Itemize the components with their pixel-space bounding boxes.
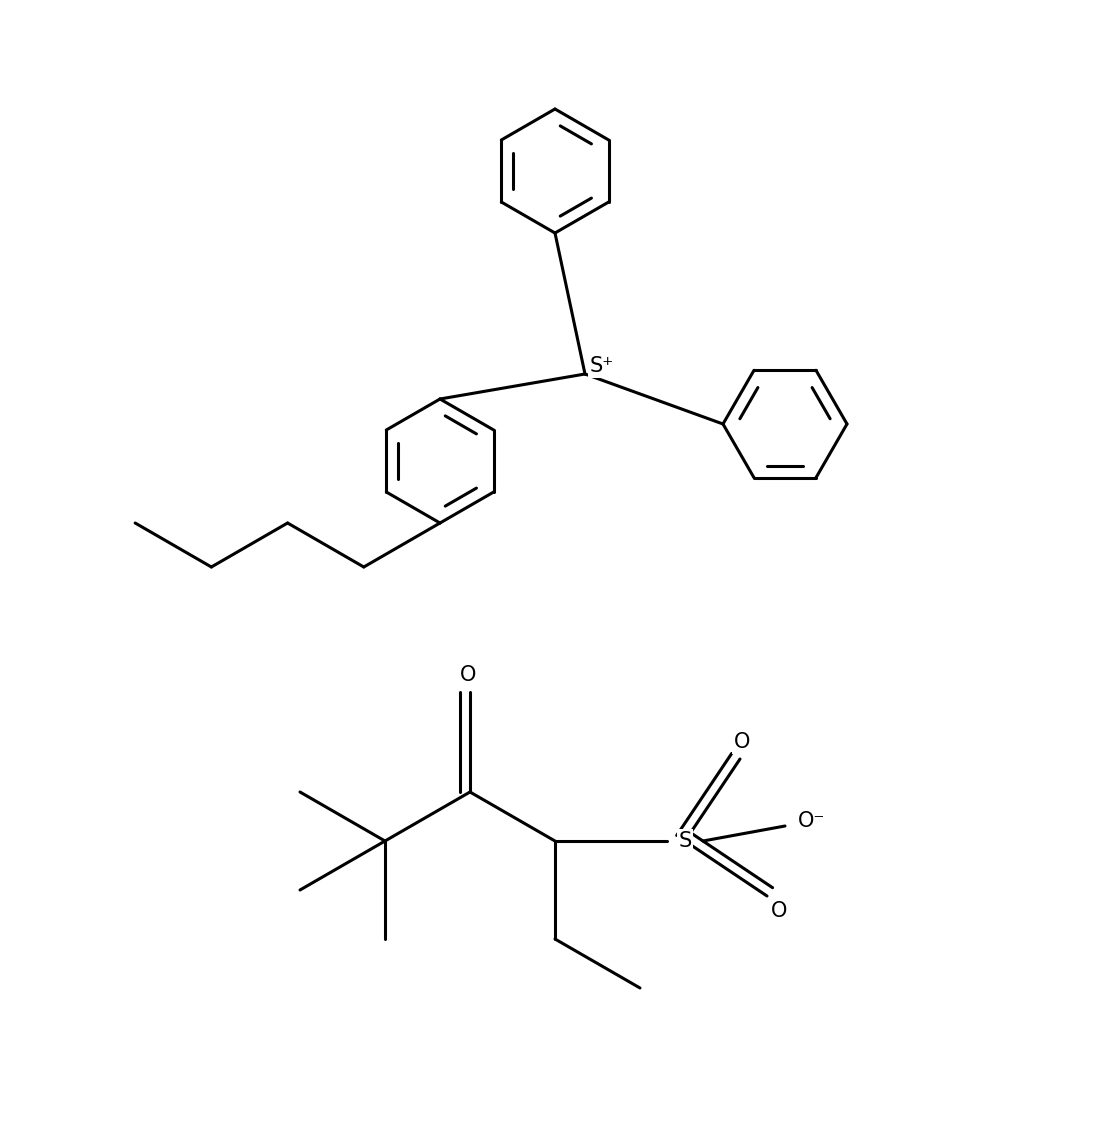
- Text: O⁻: O⁻: [798, 811, 825, 831]
- Text: O: O: [770, 901, 787, 921]
- Text: S: S: [679, 831, 692, 851]
- Text: O: O: [734, 732, 750, 752]
- Text: O: O: [460, 665, 476, 685]
- Text: S⁺: S⁺: [590, 356, 614, 376]
